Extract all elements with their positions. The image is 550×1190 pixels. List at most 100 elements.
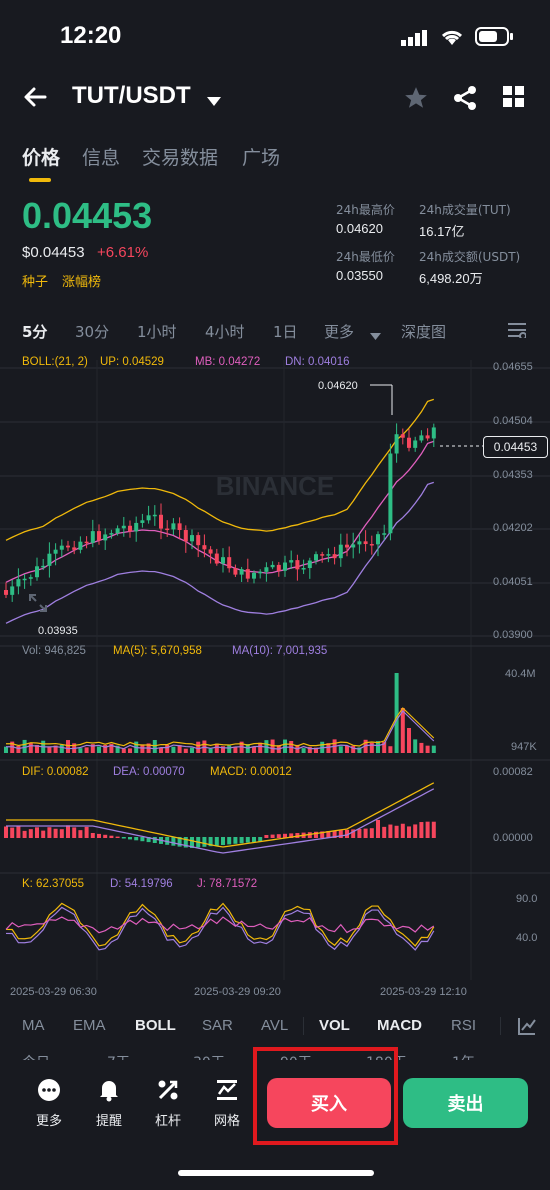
- interval-5m[interactable]: 5分: [22, 323, 48, 341]
- chart-settings-icon[interactable]: [508, 322, 527, 342]
- volume-bar: [59, 744, 64, 753]
- home-indicator[interactable]: [178, 1170, 374, 1176]
- macd-dif-line: [6, 782, 435, 848]
- candle-body: [22, 578, 27, 581]
- signal-icon: [401, 30, 429, 50]
- volume-bar: [283, 739, 287, 753]
- candle-body: [72, 547, 77, 550]
- candle-body: [177, 523, 182, 531]
- interval-1h[interactable]: 1小时: [137, 323, 177, 341]
- price-axis-1: 0.04504: [493, 415, 533, 427]
- sell-button[interactable]: 卖出: [403, 1078, 528, 1128]
- ind-boll[interactable]: BOLL: [135, 1017, 176, 1034]
- interval-1d[interactable]: 1日: [273, 323, 298, 341]
- volume-bar: [4, 746, 8, 753]
- more-action-label[interactable]: 更多: [35, 1114, 62, 1129]
- volume-bar: [252, 746, 256, 753]
- volume-bar: [103, 744, 108, 753]
- volume-bar: [152, 739, 157, 753]
- grid-bot-label[interactable]: 网格: [213, 1114, 240, 1129]
- ind-divider: [303, 1017, 304, 1035]
- leverage-label[interactable]: 杠杆: [154, 1114, 181, 1129]
- vol-ma5-line: [5, 707, 435, 747]
- volume-bar: [208, 748, 213, 753]
- volume-bar: [382, 741, 387, 753]
- kdj-k-line: [5, 902, 435, 947]
- volume-bar: [196, 741, 201, 753]
- macd-histogram-bar: [4, 826, 8, 838]
- tab-trade-data[interactable]: 交易数据: [142, 147, 219, 169]
- boll-up-line: [5, 398, 435, 541]
- macd-histogram-bar: [128, 837, 132, 840]
- candle-body: [183, 530, 188, 542]
- favorite-star-icon[interactable]: [403, 85, 429, 115]
- candle-body: [171, 523, 176, 530]
- ind-ema[interactable]: EMA: [73, 1017, 106, 1034]
- macd-histogram-bar: [289, 833, 294, 838]
- macd-histogram-bar: [72, 827, 77, 838]
- macd-histogram-bar: [394, 825, 399, 838]
- candle-body: [351, 544, 356, 548]
- macd-histogram-bar: [388, 824, 393, 838]
- macd-value: MACD: 0.00012: [210, 766, 292, 778]
- ind-sar[interactable]: SAR: [202, 1017, 233, 1034]
- volume-bar: [66, 740, 70, 753]
- tab-indicator: [29, 178, 51, 182]
- share-icon[interactable]: [452, 85, 478, 115]
- macd-histogram-bar: [332, 830, 337, 838]
- interval-more[interactable]: 更多: [324, 323, 355, 341]
- more-action-icon[interactable]: [24, 1078, 74, 1106]
- volume-label: 24h成交量(TUT): [419, 203, 511, 217]
- macd-axis-top: 0.00082: [493, 766, 533, 778]
- volume-bar: [376, 741, 380, 753]
- current-price-tag[interactable]: 0.04453: [483, 436, 548, 458]
- interval-30m[interactable]: 30分: [75, 323, 110, 341]
- volume-bar: [345, 745, 349, 753]
- candle-body: [134, 522, 139, 532]
- boll-label: BOLL:(21, 2): [22, 356, 88, 368]
- low-value: 0.03550: [336, 268, 383, 283]
- interval-4h[interactable]: 4小时: [205, 323, 245, 341]
- chevron-down-icon[interactable]: [207, 92, 221, 111]
- candlestick-chart[interactable]: BINANCE: [0, 340, 550, 1010]
- tab-price[interactable]: 价格: [22, 147, 61, 169]
- candle-body: [159, 514, 163, 529]
- macd-histogram-bar: [134, 837, 139, 841]
- ind-ma[interactable]: MA: [22, 1017, 45, 1034]
- ind-rsi[interactable]: RSI: [451, 1017, 477, 1034]
- tag-gainers[interactable]: 涨幅榜: [62, 275, 102, 290]
- pair-title[interactable]: TUT/USDT: [72, 82, 191, 109]
- buy-button[interactable]: 买入: [267, 1078, 391, 1128]
- tag-seed[interactable]: 种子: [22, 275, 49, 290]
- macd-histogram-bar: [345, 829, 349, 838]
- volume-bar: [258, 742, 263, 753]
- macd-histogram-bar: [351, 829, 356, 838]
- back-icon[interactable]: [22, 84, 48, 114]
- volume-bar: [109, 743, 114, 753]
- interval-depth[interactable]: 深度图: [401, 323, 447, 341]
- macd-histogram-bar: [314, 831, 318, 838]
- alert-label[interactable]: 提醒: [95, 1114, 122, 1129]
- ind-vol[interactable]: VOL: [319, 1017, 350, 1034]
- bell-icon[interactable]: [84, 1078, 134, 1106]
- grid-bot-icon[interactable]: [202, 1078, 252, 1106]
- grid-menu-icon[interactable]: [503, 86, 525, 112]
- more-chevron-icon[interactable]: [370, 326, 381, 345]
- tab-square[interactable]: 广场: [242, 147, 281, 169]
- leverage-icon[interactable]: [143, 1078, 193, 1106]
- candle-body: [239, 569, 244, 575]
- candle-body: [301, 568, 306, 570]
- volume-bar: [307, 746, 312, 753]
- macd-histogram-bar: [307, 832, 312, 838]
- ind-avl[interactable]: AVL: [261, 1017, 289, 1034]
- price-axis-4: 0.04051: [493, 576, 533, 588]
- candle-body: [363, 541, 368, 545]
- candle-body: [289, 560, 294, 563]
- tab-info[interactable]: 信息: [82, 147, 121, 169]
- candle-body: [47, 553, 52, 566]
- expand-icon[interactable]: [28, 593, 48, 617]
- ind-macd[interactable]: MACD: [377, 1017, 422, 1034]
- indicator-chart-icon[interactable]: [517, 1016, 537, 1040]
- macd-histogram-bar: [97, 833, 101, 838]
- candle-body: [214, 553, 219, 564]
